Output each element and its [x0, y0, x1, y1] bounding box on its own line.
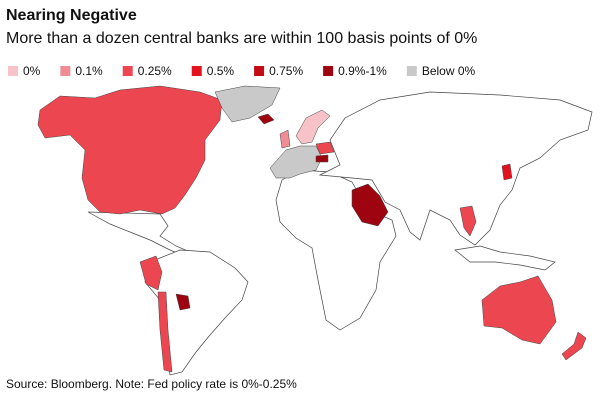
- hungary-region: [315, 154, 329, 163]
- legend-label: 0%: [23, 64, 41, 78]
- new-zealand-region: [561, 331, 587, 361]
- indonesia: [454, 245, 556, 271]
- korea-region: [501, 163, 513, 181]
- mexico-central-america: [87, 211, 191, 257]
- legend-swatch: [406, 66, 417, 76]
- legend: 0% 0.1% 0.25% 0.5% 0.75% 0.9%-1% Below 0%: [8, 64, 476, 78]
- legend-swatch: [191, 66, 202, 76]
- legend-swatch: [60, 66, 71, 76]
- legend-swatch: [122, 66, 133, 76]
- australia-region: [481, 275, 557, 345]
- south-america: [144, 249, 249, 376]
- legend-swatch: [8, 66, 18, 76]
- paraguay-region: [175, 293, 191, 311]
- peru-region: [139, 255, 163, 291]
- saudi-arabia-region: [351, 183, 389, 227]
- title: Nearing Negative: [6, 7, 137, 24]
- iceland-region: [257, 113, 275, 125]
- legend-label: 0.9%-1%: [338, 64, 387, 78]
- legend-label: 0.25%: [138, 64, 172, 78]
- eurozone-region: [269, 145, 323, 179]
- subtitle: More than a dozen central banks are with…: [6, 30, 477, 47]
- legend-label: 0.75%: [269, 64, 303, 78]
- legend-label: 0.1%: [75, 64, 103, 78]
- legend-label: Below 0%: [422, 64, 476, 78]
- chile-region: [157, 291, 173, 373]
- north-america-region: [37, 85, 223, 215]
- greenland-region: [214, 85, 281, 123]
- uk-region: [279, 129, 291, 149]
- source-note: Source: Bloomberg. Note: Fed policy rate…: [6, 377, 297, 391]
- world-map: [37, 85, 593, 376]
- legend-label: 0.5%: [207, 64, 235, 78]
- thailand-region: [459, 205, 477, 237]
- poland-region: [315, 141, 335, 155]
- scandinavia-region: [295, 109, 331, 145]
- legend-swatch: [323, 66, 334, 76]
- legend-swatch: [254, 66, 265, 76]
- eurasia: [318, 91, 593, 246]
